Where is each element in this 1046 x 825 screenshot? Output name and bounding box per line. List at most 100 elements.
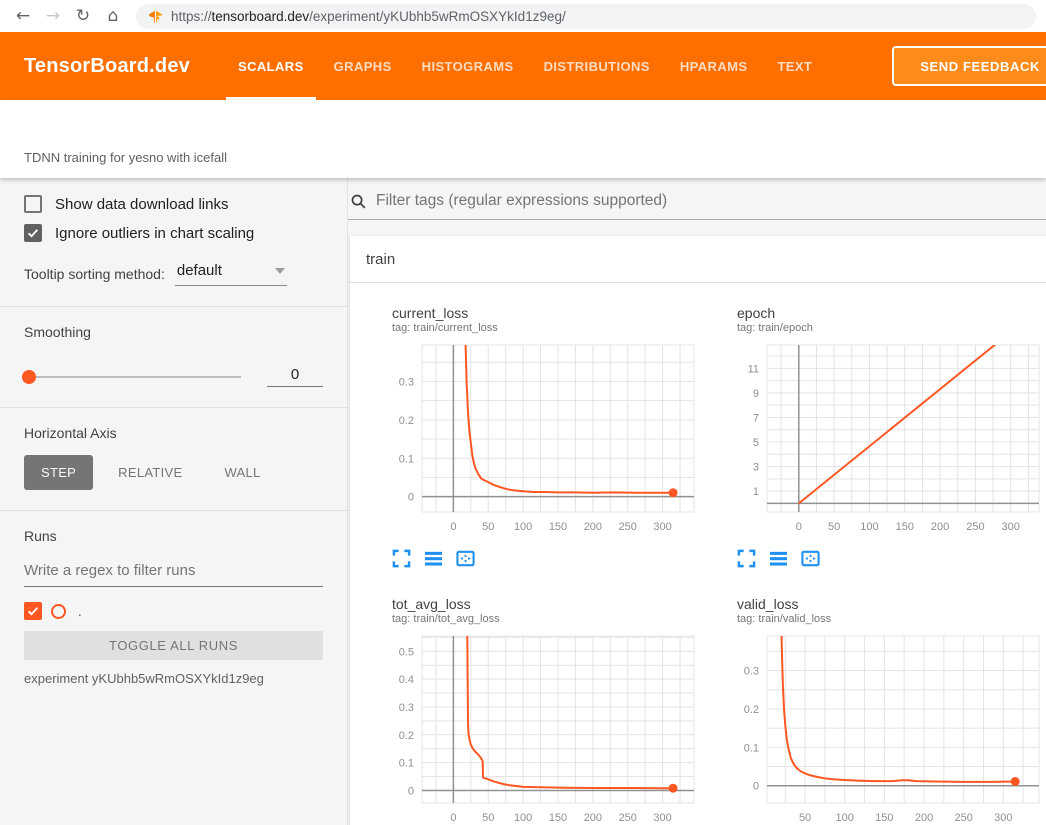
main-panel: Filter tags (regular expressions support… <box>348 178 1046 825</box>
svg-text:0.5: 0.5 <box>399 646 414 658</box>
browser-toolbar: ← → ↻ ⌂ https://tensorboard.dev/experime… <box>0 0 1046 32</box>
svg-text:0: 0 <box>450 521 456 533</box>
experiment-id-label: experiment yKUbhb5wRmOSXYkId1z9eg <box>24 671 264 686</box>
charts-grid: current_loss tag: train/current_loss 0 50 10… <box>350 283 1046 825</box>
axis-button-step[interactable]: STEP <box>24 455 94 490</box>
run-checkbox[interactable] <box>24 602 42 620</box>
svg-text:150: 150 <box>875 812 893 824</box>
svg-text:300: 300 <box>1002 521 1020 533</box>
svg-text:0.2: 0.2 <box>399 415 414 427</box>
refresh-icon[interactable]: ↻ <box>75 6 91 26</box>
ignore-outliers-row[interactable]: Ignore outliers in chart scaling <box>24 224 323 242</box>
tab-graphs[interactable]: GRAPHS <box>333 58 392 74</box>
run-name: . <box>78 603 82 619</box>
svg-text:0.2: 0.2 <box>744 704 759 716</box>
forward-icon: → <box>45 6 61 26</box>
header-tabs: SCALARS GRAPHS HISTOGRAMS DISTRIBUTIONS HPAR… <box>226 32 813 100</box>
address-bar[interactable]: https://tensorboard.dev/experiment/yKUbh… <box>136 3 1036 29</box>
chart-title: epoch <box>737 305 776 321</box>
svg-text:200: 200 <box>584 812 602 824</box>
svg-text:0.3: 0.3 <box>399 376 414 388</box>
svg-text:100: 100 <box>514 521 532 533</box>
tooltip-sorting-value: default <box>176 262 222 279</box>
tooltip-sorting-label: Tooltip sorting method: <box>24 266 165 282</box>
runs-label: Runs <box>24 528 57 544</box>
tag-filter-input[interactable]: Filter tags (regular expressions support… <box>376 192 668 209</box>
ignore-outliers-checkbox[interactable] <box>24 224 42 242</box>
tag-filter-row[interactable]: Filter tags (regular expressions support… <box>348 190 1046 220</box>
chart-epoch: epoch tag: train/epoch 0 50 100 150 200 250 300 1… <box>709 295 1046 568</box>
svg-text:250: 250 <box>619 521 637 533</box>
svg-text:100: 100 <box>860 521 878 533</box>
svg-text:250: 250 <box>966 521 984 533</box>
tab-distributions[interactable]: DISTRIBUTIONS <box>543 58 650 74</box>
expand-icon[interactable] <box>737 549 756 568</box>
tooltip-sorting-select[interactable]: default <box>174 262 287 286</box>
axis-button-wall[interactable]: WALL <box>224 465 261 480</box>
chart-valid_loss: valid_loss tag: train/valid_loss 50 100 150 2… <box>709 586 1046 825</box>
runs-regex-input[interactable]: Write a regex to filter runs <box>24 562 323 587</box>
search-icon <box>350 193 367 210</box>
svg-text:200: 200 <box>915 812 933 824</box>
tab-text[interactable]: TEXT <box>777 58 813 74</box>
chart-tot_avg_loss: tot_avg_loss tag: train/tot_avg_loss 0 50 10… <box>364 586 709 825</box>
tensorboard-favicon-icon <box>148 9 163 24</box>
smoothing-slider[interactable] <box>22 369 241 384</box>
experiment-subtitle-bar: TDNN training for yesno with icefall <box>0 100 1046 178</box>
svg-text:300: 300 <box>653 521 671 533</box>
train-group-card: train current_loss tag: train/current_los… <box>350 236 1046 825</box>
fit-domain-icon[interactable] <box>456 549 475 568</box>
chart-tag: tag: train/current_loss <box>392 322 498 334</box>
content: Show data download links Ignore outliers… <box>0 178 1046 825</box>
train-group-header[interactable]: train <box>350 236 1046 283</box>
send-feedback-button[interactable]: SEND FEEDBACK <box>892 46 1046 86</box>
svg-text:0.1: 0.1 <box>744 742 759 754</box>
svg-text:300: 300 <box>653 812 671 824</box>
svg-text:0.1: 0.1 <box>399 758 414 770</box>
show-download-links-label: Show data download links <box>55 195 229 213</box>
svg-text:5: 5 <box>753 437 759 449</box>
svg-text:150: 150 <box>549 812 567 824</box>
chevron-down-icon <box>274 267 285 274</box>
back-icon[interactable]: ← <box>15 6 31 26</box>
expand-icon[interactable] <box>392 549 411 568</box>
svg-text:11: 11 <box>748 363 759 375</box>
svg-text:7: 7 <box>753 412 759 424</box>
smoothing-slider-row: 0 <box>22 366 323 387</box>
show-download-links-row[interactable]: Show data download links <box>24 195 323 213</box>
chart-plot[interactable]: 50 100 150 200 250 300 0 0.1 0.2 0.3 <box>709 633 1043 825</box>
svg-text:0: 0 <box>408 785 414 797</box>
svg-text:3: 3 <box>753 462 759 474</box>
log-scale-icon[interactable] <box>769 549 788 568</box>
chart-tag: tag: train/valid_loss <box>737 613 832 625</box>
svg-text:0: 0 <box>450 812 456 824</box>
svg-text:50: 50 <box>799 812 811 824</box>
tab-histograms[interactable]: HISTOGRAMS <box>421 58 514 74</box>
svg-text:150: 150 <box>896 521 914 533</box>
tooltip-sorting-row: Tooltip sorting method: default <box>24 262 323 286</box>
chart-plot[interactable]: 0 50 100 150 200 250 300 0 0.1 0.2 0.3 <box>364 342 698 538</box>
show-download-links-checkbox[interactable] <box>24 195 42 213</box>
url-text: https://tensorboard.dev/experiment/yKUbh… <box>171 8 566 24</box>
toggle-all-runs-button[interactable]: TOGGLE ALL RUNS <box>24 631 323 660</box>
chart-tag: tag: train/tot_avg_loss <box>392 613 500 625</box>
chart-plot[interactable]: 0 50 100 150 200 250 300 1 3 5 7 9 11 <box>709 342 1043 538</box>
fit-domain-icon[interactable] <box>801 549 820 568</box>
svg-text:250: 250 <box>954 812 972 824</box>
runs-section: Runs Write a regex to filter runs . TOGG… <box>0 511 347 706</box>
svg-text:100: 100 <box>836 812 854 824</box>
smoothing-value-input[interactable]: 0 <box>267 366 323 387</box>
home-icon[interactable]: ⌂ <box>107 6 119 26</box>
tab-scalars[interactable]: SCALARS <box>226 32 316 100</box>
tab-hparams[interactable]: HPARAMS <box>679 58 748 74</box>
svg-text:0.2: 0.2 <box>399 730 414 742</box>
chart-tag: tag: train/epoch <box>737 322 813 334</box>
svg-text:100: 100 <box>514 812 532 824</box>
log-scale-icon[interactable] <box>424 549 443 568</box>
axis-button-relative[interactable]: RELATIVE <box>118 465 183 480</box>
svg-text:0: 0 <box>408 492 414 504</box>
svg-text:300: 300 <box>994 812 1012 824</box>
svg-text:0.1: 0.1 <box>399 453 414 465</box>
chart-plot[interactable]: 0 50 100 150 200 250 300 0 0.1 0.2 0.3 0.4 0.5 <box>364 633 698 825</box>
smoothing-slider-thumb[interactable] <box>22 369 36 384</box>
